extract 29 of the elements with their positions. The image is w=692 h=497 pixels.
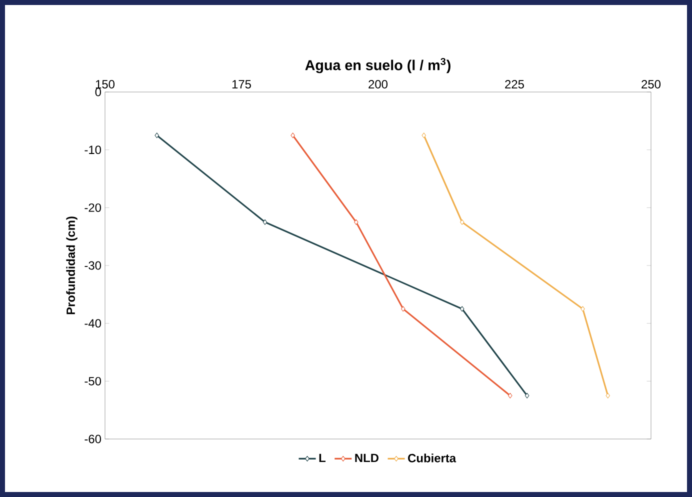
point [460,306,464,312]
x-tick-label: 225 [505,80,524,88]
point [154,132,160,138]
x-axis-title: Agua en suelo (l / m$^{3}$) [305,58,450,74]
legend-label: Cubierta [408,454,456,462]
y-axis-title: Profundidad (cm) [66,216,78,314]
point [354,219,358,225]
point [524,392,530,398]
x-tick-label: 175 [232,80,251,88]
legend-label: NLD [355,454,378,462]
x-tick-label: 200 [368,80,388,88]
point [580,306,585,312]
x-tick-label: 150 [96,80,115,88]
point [460,219,464,225]
legend-label: L [319,454,326,462]
point [508,392,512,398]
point [290,132,295,138]
y-tick-label: -10 [84,146,102,154]
point [400,306,406,312]
y-tick-label: 0 [95,88,102,96]
y-tick-label: -20 [84,203,102,212]
x-tick-label: 250 [642,80,661,88]
y-tick-label: -30 [84,261,102,270]
y-tick-label: -60 [84,434,102,444]
y-tick-label: -40 [84,319,102,328]
point [606,392,610,398]
y-tick-label: -50 [84,376,102,386]
point [262,219,268,225]
point [422,132,426,138]
